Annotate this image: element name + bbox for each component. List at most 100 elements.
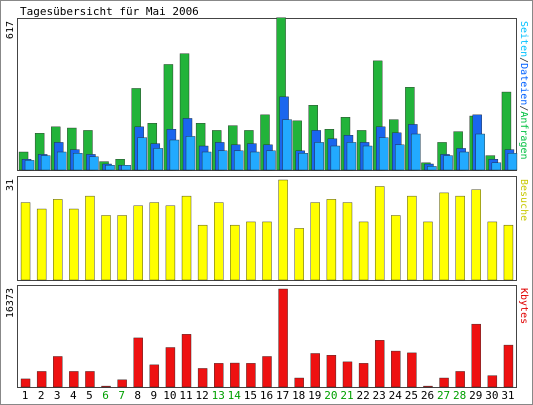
bar-visits-day-7	[117, 215, 127, 281]
bar-kbytes-day-12	[197, 368, 208, 388]
bar-kbytes-day-10	[165, 347, 176, 388]
requests-legend-item-2: Dateien	[518, 63, 529, 105]
x-tick-day-2: 2	[38, 389, 45, 402]
bar-visits-day-3	[53, 199, 63, 281]
bar-visits-day-28	[455, 195, 465, 281]
kbytes-legend-item-0: Kbytes	[518, 288, 529, 324]
bar-seiten-day-9	[153, 148, 164, 171]
visits-legend-item-0: Besuche	[518, 179, 529, 221]
bar-kbytes-day-4	[69, 371, 79, 388]
bar-seiten-day-20	[330, 145, 341, 171]
x-tick-day-21: 21	[340, 389, 353, 402]
bar-seiten-day-26	[427, 166, 437, 171]
bar-visits-day-27	[439, 192, 449, 281]
bar-seiten-day-29	[475, 133, 485, 171]
bar-kbytes-day-22	[358, 363, 369, 388]
bar-seiten-day-22	[362, 145, 373, 171]
x-tick-day-6: 6	[102, 389, 109, 402]
bar-kbytes-day-7	[117, 379, 127, 388]
x-tick-day-4: 4	[70, 389, 77, 402]
bar-visits-day-5	[85, 195, 95, 281]
x-tick-day-16: 16	[260, 389, 273, 402]
bar-kbytes-day-28	[455, 371, 465, 388]
x-tick-day-11: 11	[179, 389, 192, 402]
bar-kbytes-day-24	[391, 350, 401, 388]
x-tick-day-27: 27	[437, 389, 450, 402]
x-tick-day-26: 26	[421, 389, 434, 402]
requests-legend-item-0: Seiten	[518, 21, 529, 57]
x-tick-day-24: 24	[389, 389, 403, 402]
x-tick-day-23: 23	[373, 389, 386, 402]
bar-visits-day-23	[374, 186, 385, 281]
bar-visits-day-15	[246, 221, 256, 281]
bar-seiten-day-17	[282, 119, 292, 171]
bar-visits-day-19	[310, 202, 320, 281]
bar-visits-day-21	[342, 202, 353, 281]
bar-kbytes-day-3	[53, 356, 63, 388]
bar-seiten-day-14	[234, 150, 244, 171]
bar-kbytes-day-30	[487, 375, 498, 388]
x-tick-day-25: 25	[405, 389, 418, 402]
bar-seiten-day-1	[24, 160, 35, 171]
kbytes-ymax-label: 16373	[5, 288, 16, 318]
bar-visits-day-12	[197, 224, 208, 281]
bar-seiten-day-23	[378, 137, 389, 171]
bar-visits-day-31	[503, 224, 514, 281]
x-tick-day-15: 15	[244, 389, 257, 402]
bar-kbytes-day-19	[310, 353, 320, 388]
x-tick-day-20: 20	[324, 389, 337, 402]
x-tick-day-12: 12	[195, 389, 208, 402]
bar-visits-day-30	[487, 221, 498, 281]
bar-visits-day-22	[358, 221, 369, 281]
bar-kbytes-day-2	[36, 371, 47, 388]
bar-seiten-day-8	[137, 137, 147, 171]
x-tick-day-14: 14	[228, 389, 242, 402]
bar-seiten-day-11	[185, 136, 196, 171]
bar-seiten-day-10	[169, 139, 180, 171]
bar-kbytes-day-27	[439, 377, 449, 388]
x-tick-day-13: 13	[212, 389, 225, 402]
visits-ymax-label: 31	[5, 179, 16, 191]
bar-seiten-day-18	[298, 153, 308, 171]
bar-visits-day-8	[133, 205, 143, 281]
bar-seiten-day-5	[89, 156, 99, 171]
bar-seiten-day-6	[105, 165, 115, 171]
bar-visits-day-2	[36, 208, 47, 281]
x-tick-day-8: 8	[134, 389, 141, 402]
bar-visits-day-9	[149, 202, 160, 281]
bar-visits-day-29	[471, 189, 481, 281]
bar-seiten-day-12	[201, 151, 212, 171]
requests-ymax-label: 617	[5, 21, 16, 39]
bar-visits-day-16	[262, 221, 272, 281]
bar-kbytes-day-8	[133, 337, 143, 388]
x-tick-day-29: 29	[469, 389, 482, 402]
bar-visits-day-25	[407, 195, 417, 281]
bar-visits-day-13	[214, 202, 224, 281]
bar-seiten-day-21	[346, 142, 357, 171]
bar-seiten-day-7	[121, 165, 131, 171]
bar-visits-day-11	[181, 195, 192, 281]
chart-title: Tagesübersicht für Mai 2006	[20, 5, 199, 18]
x-tick-day-31: 31	[501, 389, 514, 402]
bar-visits-day-20	[326, 199, 337, 281]
x-tick-day-18: 18	[292, 389, 305, 402]
bar-kbytes-day-9	[149, 364, 160, 388]
requests-legend-item-3: /	[518, 105, 529, 111]
bar-kbytes-day-23	[374, 340, 385, 388]
bar-seiten-day-27	[443, 155, 453, 171]
bar-kbytes-day-6	[101, 385, 111, 388]
kbytes-legend: Kbytes	[518, 288, 529, 324]
bar-seiten-day-30	[491, 162, 502, 171]
bar-visits-day-4	[69, 208, 79, 281]
bar-seiten-day-19	[314, 142, 324, 171]
bar-seiten-day-2	[40, 155, 51, 171]
bar-seiten-day-15	[250, 151, 260, 171]
bar-visits-day-24	[391, 215, 401, 281]
x-tick-day-17: 17	[276, 389, 289, 402]
bar-kbytes-day-31	[503, 344, 514, 388]
bar-kbytes-day-5	[85, 371, 95, 388]
bar-seiten-day-4	[73, 153, 83, 171]
bar-visits-day-14	[230, 224, 240, 281]
x-tick-day-5: 5	[86, 389, 93, 402]
